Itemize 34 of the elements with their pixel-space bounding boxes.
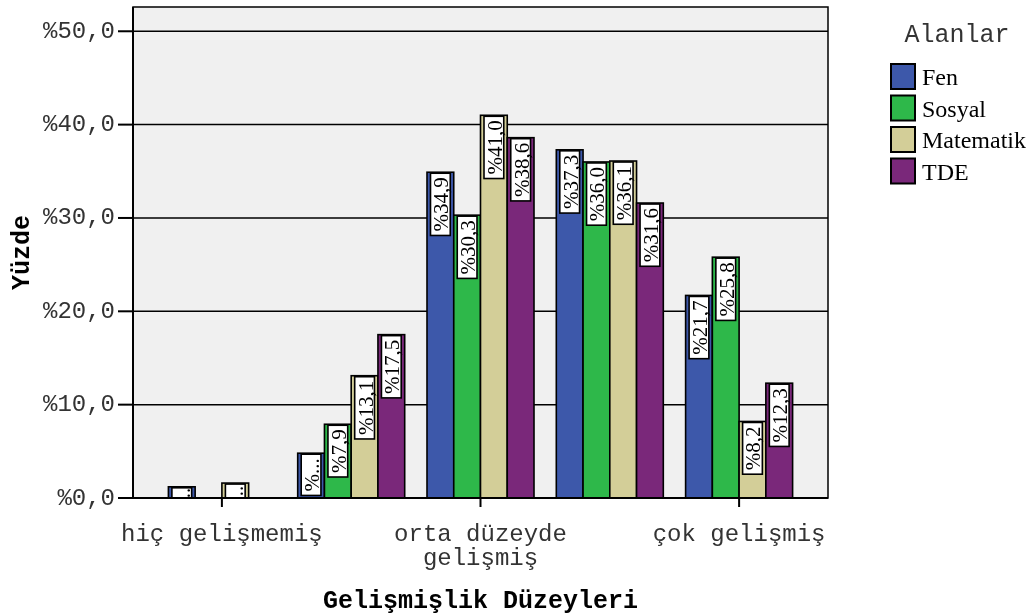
x-tick-label: orta düzeyde gelişmiş (394, 521, 567, 572)
data-label: %13,1 (353, 380, 378, 435)
data-label: %7,9 (326, 429, 351, 473)
x-tick-label: çok gelişmiş (652, 521, 826, 548)
data-label: %25,8 (714, 262, 739, 317)
y-axis-title: Yüzde (8, 214, 37, 291)
data-label: %31,6 (638, 208, 663, 263)
y-tick-label: %20,0 (42, 297, 115, 325)
y-tick-label: %30,0 (42, 204, 115, 232)
legend-title: Alanlar (904, 21, 1010, 50)
y-tick-label: %0,0 (57, 484, 115, 512)
x-axis-title: Gelişmişlik Düzeyleri (322, 587, 639, 614)
data-label: %37,3 (558, 154, 583, 210)
data-label: %12,3 (768, 388, 793, 443)
data-label: %34,9 (429, 177, 454, 232)
data-label: %8,2 (741, 426, 766, 471)
legend-label: Fen (922, 64, 958, 90)
data-label: %17,5 (380, 339, 405, 394)
y-tick-label: %10,0 (42, 391, 115, 419)
legend-label: TDE (922, 158, 969, 185)
legend-label: Matematik (922, 127, 1026, 153)
data-label: %36,1 (612, 166, 637, 221)
data-label: %21,7 (687, 300, 712, 355)
data-label: %30,3 (456, 220, 481, 275)
data-label: .. (224, 485, 249, 497)
y-tick-label: %50,0 (42, 17, 115, 45)
data-label: .. (170, 487, 195, 499)
y-tick-label: %40,0 (42, 111, 115, 139)
legend-label: Sosyal (922, 95, 987, 122)
data-label: %41,0 (482, 120, 507, 175)
x-tick-label: hiç gelişmemiş (121, 521, 323, 548)
data-label: %38,6 (509, 142, 534, 197)
data-label: %36,0 (585, 166, 610, 222)
data-label: %... (300, 458, 325, 492)
